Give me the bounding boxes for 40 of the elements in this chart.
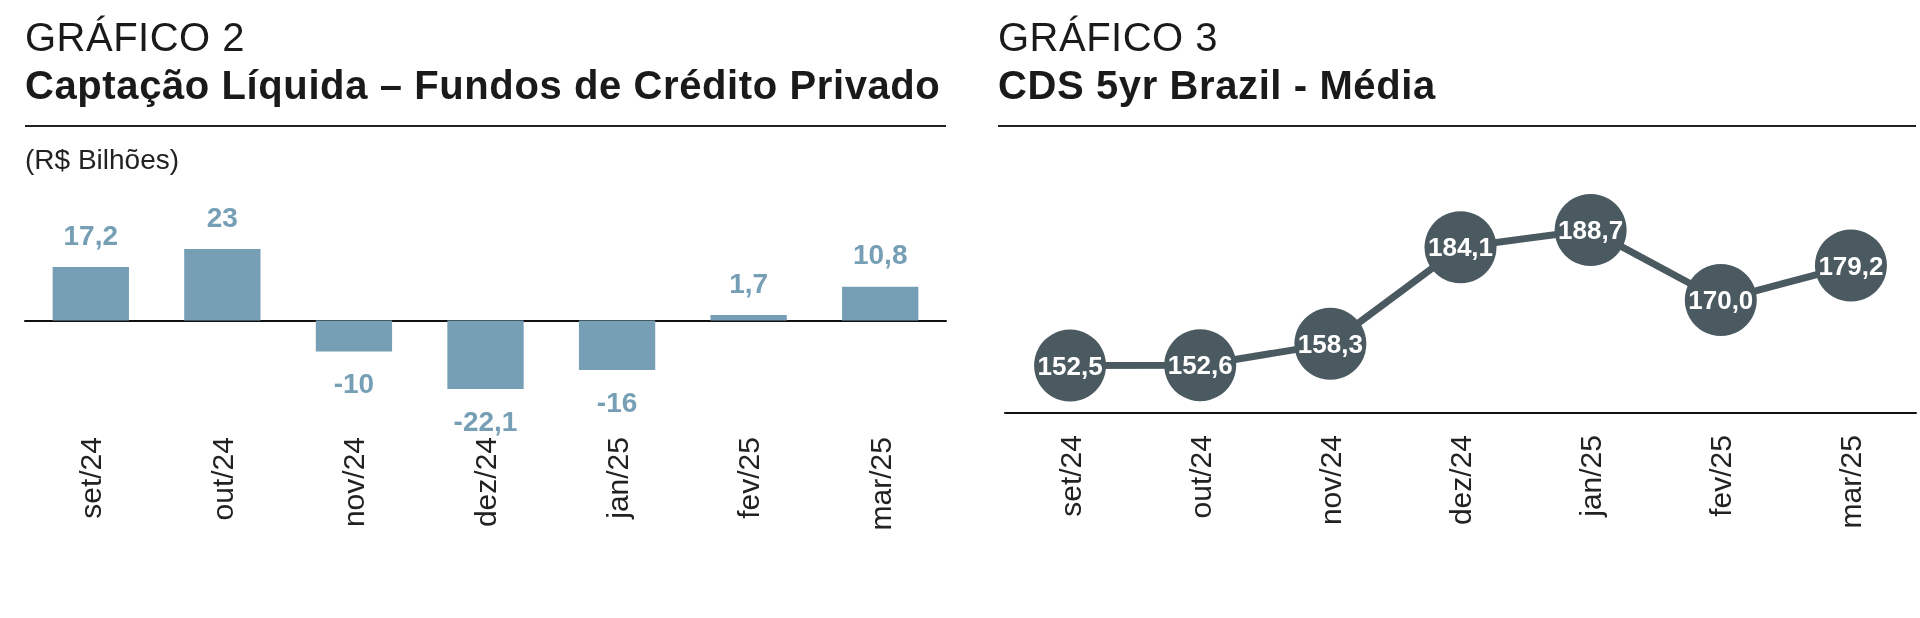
bar	[52, 267, 129, 321]
x-tick-label: nov/24	[337, 437, 371, 528]
bar	[315, 320, 393, 352]
x-tick-label: set/24	[74, 437, 108, 519]
y-axis-title: (R$ Bilhões)	[25, 143, 180, 177]
x-tick-label: dez/24	[1444, 435, 1477, 526]
data-label: -22,1	[453, 405, 518, 437]
chart-subtitle: CDS 5yr Brazil - Média	[998, 62, 1436, 109]
x-tick-label: out/24	[205, 437, 239, 521]
data-label: 152,5	[1037, 350, 1103, 381]
x-tick-label: jan/25	[1574, 435, 1608, 518]
chart-subtitle: Captação Líquida – Fundos de Crédito Privado	[25, 62, 941, 109]
bar	[842, 286, 919, 321]
x-tick-label: nov/24	[1313, 435, 1347, 526]
data-label: 10,8	[852, 239, 908, 271]
data-label: 1,7	[729, 267, 769, 299]
x-tick-label: mar/25	[1834, 435, 1868, 529]
data-label: 23	[206, 201, 238, 233]
x-tick-label: fev/25	[1704, 435, 1738, 517]
chart-title: GRÁFICO 2	[25, 14, 246, 61]
data-label: 184,1	[1427, 232, 1494, 263]
x-tick-label: jan/25	[600, 437, 634, 520]
x-tick-label: dez/24	[469, 437, 502, 528]
data-label: 188,7	[1558, 215, 1624, 245]
x-tick-label: fev/25	[732, 437, 766, 519]
data-label: 17,2	[63, 219, 119, 251]
bar	[184, 249, 261, 321]
x-tick-label: set/24	[1053, 435, 1087, 517]
x-tick-label: mar/25	[863, 437, 897, 531]
data-label: -10	[333, 367, 375, 399]
bar	[447, 320, 524, 389]
data-label: -16	[596, 386, 638, 418]
x-tick-label: out/24	[1183, 435, 1217, 519]
data-label: 179,2	[1818, 250, 1884, 281]
bar	[710, 315, 787, 321]
data-label: 152,6	[1167, 350, 1233, 381]
data-label: 158,3	[1297, 328, 1363, 359]
bar	[578, 320, 656, 371]
chart-title: GRÁFICO 3	[998, 14, 1219, 61]
data-label: 170,0	[1688, 285, 1754, 316]
